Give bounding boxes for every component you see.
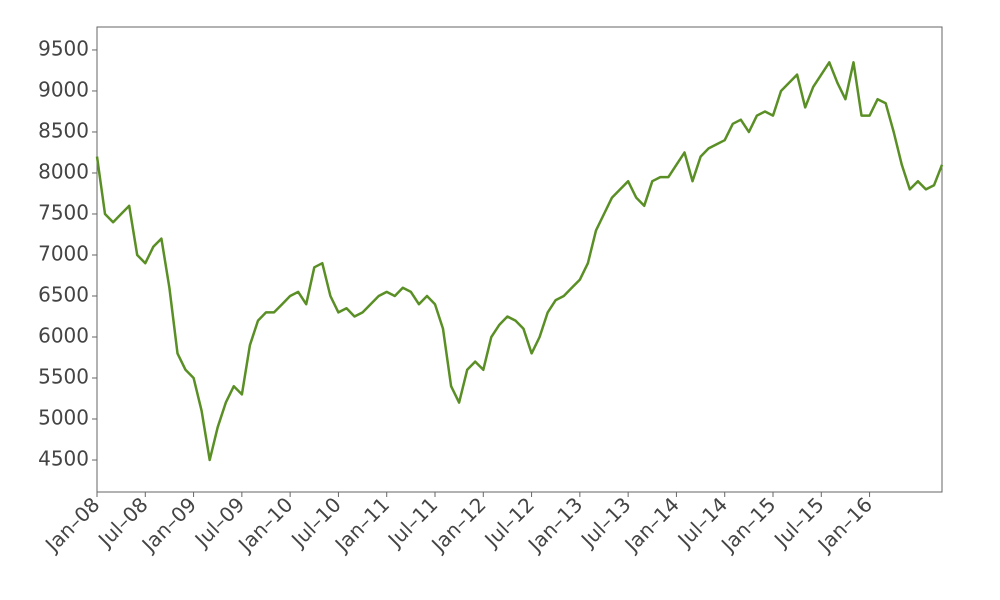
x-tick-label: Jan–10 <box>232 492 297 557</box>
y-tick-label: 7000 <box>38 241 89 265</box>
y-tick-label: 4500 <box>38 447 89 471</box>
plot-frame <box>96 26 943 493</box>
line <box>95 61 944 462</box>
y-tick-label: 5000 <box>38 406 89 430</box>
y-tick-label: 7500 <box>38 200 89 224</box>
y-tick-label: 8500 <box>38 118 89 142</box>
y-tick-label: 9000 <box>38 77 89 101</box>
x-tick-label: Jan–12 <box>425 492 490 557</box>
y-tick-label: 5500 <box>38 365 89 389</box>
x-tick-label: Jan–08 <box>39 492 104 557</box>
y-tick-label: 6500 <box>38 282 89 306</box>
y-tick-label: 9500 <box>38 36 89 60</box>
y-tick-label: 8000 <box>38 159 89 183</box>
y-tick-label: 6000 <box>38 324 89 348</box>
